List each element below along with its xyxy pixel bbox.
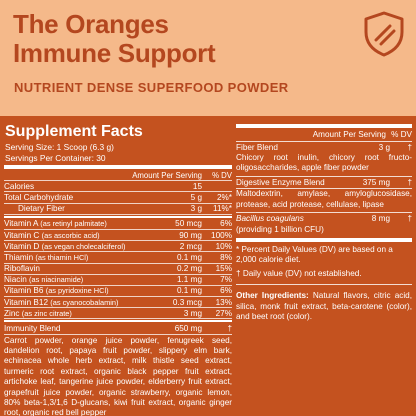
divider [236, 212, 412, 214]
page-title: The Oranges Immune Support [13, 10, 353, 68]
subtitle: NUTRIENT DENSE SUPERFOOD POWDER [14, 80, 289, 95]
column-header: Amount Per Serving % DV [312, 130, 412, 140]
enzyme-ingredients: Maltodextrin, amylase, amyloglucosidase,… [236, 189, 412, 209]
table-row: Vitamin B6 (as pyridoxine HCl) 0.1 mg 6% [4, 286, 232, 298]
header: The Oranges Immune Support NUTRIENT DENS… [0, 0, 416, 116]
col-amount: Amount Per Serving [132, 170, 202, 180]
table-row: Digestive Enzyme Blend 375 mg † [236, 178, 412, 188]
table-row: Calories 15 [4, 181, 232, 193]
immunity-ingredients: Carrot powder, orange juice powder, fenu… [4, 335, 232, 416]
divider [236, 140, 412, 142]
table-row: Fiber Blend 3 g † [236, 142, 412, 152]
divider [236, 238, 412, 243]
column-header: Amount Per Serving % DV [4, 170, 232, 182]
table-row: Immunity Blend 650 mg † [4, 324, 232, 335]
divider [236, 284, 412, 286]
footnote-dv: * Percent Daily Values (DV) are based on… [236, 245, 393, 265]
servings-per-container: Servings Per Container: 30 [5, 152, 106, 163]
divider [4, 215, 232, 218]
table-row: Dietary Fiber 3 g 11%* [4, 204, 232, 215]
table-row: Vitamin B12 (as cyanocobalamin) 0.3 mcg … [4, 297, 232, 309]
title-line-1: The Oranges [13, 9, 169, 39]
title-line-2: Immune Support [13, 38, 216, 68]
table-row: Niacin (as niacinamide) 1.1 mg 7% [4, 275, 232, 286]
footnote-not-established: † Daily value (DV) not established. [236, 268, 362, 278]
divider [236, 188, 412, 190]
table-row: Vitamin A (as retinyl palmitate) 50 mcg … [4, 219, 232, 230]
table-row: Thiamin (as thiamin HCl) 0.1 mg 8% [4, 252, 232, 264]
table-row: Vitamin D (as vegan cholecalciferol) 2 m… [4, 241, 232, 253]
divider [4, 165, 232, 169]
supplement-facts-left: Supplement Facts Serving Size: 1 Scoop (… [4, 120, 232, 416]
col-dv: % DV [212, 170, 232, 180]
bacillus-sub: (providing 1 billion CFU) [236, 224, 324, 234]
table-row: Vitamin C (as ascorbic acid) 90 mg 100% [4, 230, 232, 242]
divider [4, 320, 232, 323]
table-row: Bacillus coagulans 8 mg † [236, 214, 412, 224]
facts-title: Supplement Facts [5, 123, 143, 140]
table-row: Riboflavin 0.2 mg 15% [4, 264, 232, 275]
table-row: Zinc (as zinc citrate) 3 mg 27% [4, 308, 232, 320]
fiber-ingredients: Chicory root inulin, chicory root fructo… [236, 153, 412, 173]
other-ingredients: Other Ingredients: Natural flavors, citr… [236, 291, 412, 322]
shield-icon [364, 11, 404, 57]
table-row: Total Carbohydrate 5 g 2%* [4, 192, 232, 204]
divider [236, 175, 412, 177]
serving-size: Serving Size: 1 Scoop (6.3 g) [5, 142, 114, 152]
divider [236, 124, 412, 128]
supplement-facts-right: Amount Per Serving % DV Fiber Blend 3 g … [236, 120, 412, 322]
